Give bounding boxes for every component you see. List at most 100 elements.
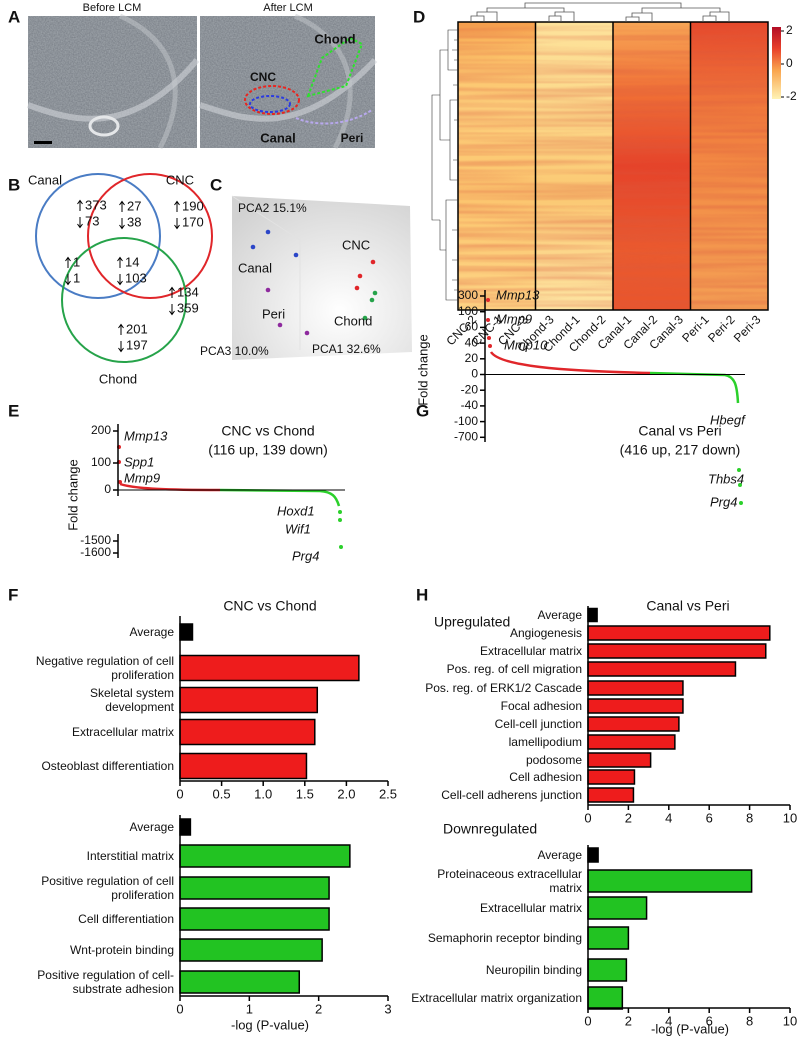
pca-cube — [231, 195, 412, 360]
bar — [587, 607, 598, 623]
category-label: Semaphorin receptor binding — [427, 931, 582, 945]
panel-letter: A — [8, 7, 20, 26]
y-tick-label: -1600 — [80, 545, 111, 559]
column-dendrogram — [470, 2, 730, 22]
bar — [179, 752, 308, 780]
image-caption: After LCM — [263, 2, 313, 14]
x-tick-label: 2 — [625, 1013, 632, 1028]
venn-count: 201 — [126, 321, 148, 336]
y-tick-label: 40 — [465, 335, 479, 349]
arrow-head — [119, 224, 125, 230]
x-tick-label: 0 — [176, 1001, 183, 1016]
pca-group-label: Canal — [238, 260, 272, 275]
colorbar — [772, 27, 781, 99]
x-tick-label: 0.5 — [213, 786, 231, 801]
gene-label: Prg4 — [292, 548, 319, 563]
arrow-head — [119, 200, 125, 206]
micrograph-before — [26, 13, 200, 150]
category-label: Pos. reg. of ERK1/2 Cascade — [425, 681, 582, 695]
bar — [179, 623, 194, 641]
y-tick-label: 100 — [91, 455, 111, 469]
bar — [587, 769, 636, 785]
venn-circle — [87, 173, 213, 299]
y-tick-label: -20 — [461, 382, 479, 396]
x-tick-label: 10 — [783, 810, 797, 825]
category-label: Proteinaceous extracellular matrix — [437, 867, 582, 895]
bar — [587, 643, 767, 659]
gene-label: Mmp9 — [496, 311, 532, 326]
region-label: Chond — [314, 31, 355, 46]
category-label: podosome — [525, 753, 582, 767]
bar — [179, 686, 319, 714]
venn-count: 14 — [125, 254, 139, 269]
x-tick-label: 0 — [584, 810, 591, 825]
venn-count: 134 — [177, 284, 199, 299]
arrow-head — [118, 323, 124, 329]
venn-count: 170 — [182, 214, 204, 229]
bar — [179, 818, 192, 836]
category-label: Extracellular matrix — [479, 644, 582, 658]
category-label: lamellipodium — [508, 735, 582, 749]
category-label: Average — [537, 848, 582, 862]
y-tick-label: 0 — [104, 482, 111, 496]
y-tick-label: 200 — [91, 423, 111, 437]
colorbar-tick-label: -2 — [786, 89, 797, 103]
gene-label: Mmp10 — [504, 337, 548, 352]
region-label: Peri — [341, 131, 364, 145]
bar — [179, 876, 330, 900]
panel-subtitle: (116 up, 139 down) — [208, 442, 328, 458]
x-tick-label: 1.5 — [296, 786, 314, 801]
venn-count: 373 — [85, 197, 107, 212]
bar — [587, 680, 684, 696]
y-tick-label: 300 — [458, 288, 478, 302]
y-axis-title: Fold change — [65, 459, 80, 531]
bar — [587, 847, 599, 863]
category-label: Wnt-protein binding — [69, 943, 174, 957]
caption: Upregulated — [434, 614, 510, 630]
category-label: Focal adhesion — [500, 699, 582, 713]
y-tick-label: 100 — [458, 304, 478, 318]
heatmap — [457, 21, 769, 311]
arrow-head — [77, 223, 83, 229]
column-label: Peri-2 — [705, 312, 738, 345]
bar — [587, 734, 676, 750]
x-tick-label: 0 — [584, 1013, 591, 1028]
bar — [179, 844, 351, 868]
category-label: Average — [537, 608, 582, 622]
category-label: Pos. reg. of cell migration — [446, 662, 582, 676]
arrow-head — [65, 280, 71, 286]
arrow-head — [117, 256, 123, 262]
y-tick-label: 0 — [471, 367, 478, 381]
panel-letter: B — [8, 175, 20, 194]
venn-count: 1 — [73, 254, 80, 269]
bar — [587, 752, 652, 768]
y-tick-label: 60 — [465, 320, 479, 334]
category-label: Cell-cell junction — [494, 717, 582, 731]
x-tick-label: 10 — [783, 1013, 797, 1028]
arrow-head — [169, 310, 175, 316]
gene-label: Thbs4 — [708, 471, 744, 486]
chart-title: CNC vs Chond — [223, 598, 316, 614]
category-label: Average — [129, 820, 174, 834]
category-label: Positive regulation of cell proliferatio… — [41, 874, 174, 902]
bar — [587, 926, 630, 950]
region-label: Canal — [260, 130, 295, 145]
panel-letter: C — [210, 175, 222, 194]
panel-subtitle: (416 up, 217 down) — [620, 442, 741, 458]
arrow-head — [174, 200, 180, 206]
set-label: CNC — [166, 172, 194, 187]
colorbar-tick-label: 2 — [786, 23, 793, 37]
category-label: Osteoblast differentiation — [41, 759, 174, 773]
gene-label: Mmp13 — [124, 428, 168, 443]
panel-letter: E — [8, 401, 19, 420]
category-label: Angiogenesis — [509, 626, 582, 640]
pca-axis-label: PCA1 32.6% — [312, 342, 381, 356]
pca-group-label: CNC — [342, 237, 370, 252]
bar — [179, 718, 316, 746]
category-label: Skeletal system development — [89, 686, 174, 714]
venn-circle — [61, 237, 187, 363]
x-tick-label: 0 — [176, 786, 183, 801]
y-axis-title: Fold change — [415, 334, 430, 406]
gene-label: Mmp13 — [496, 287, 540, 302]
